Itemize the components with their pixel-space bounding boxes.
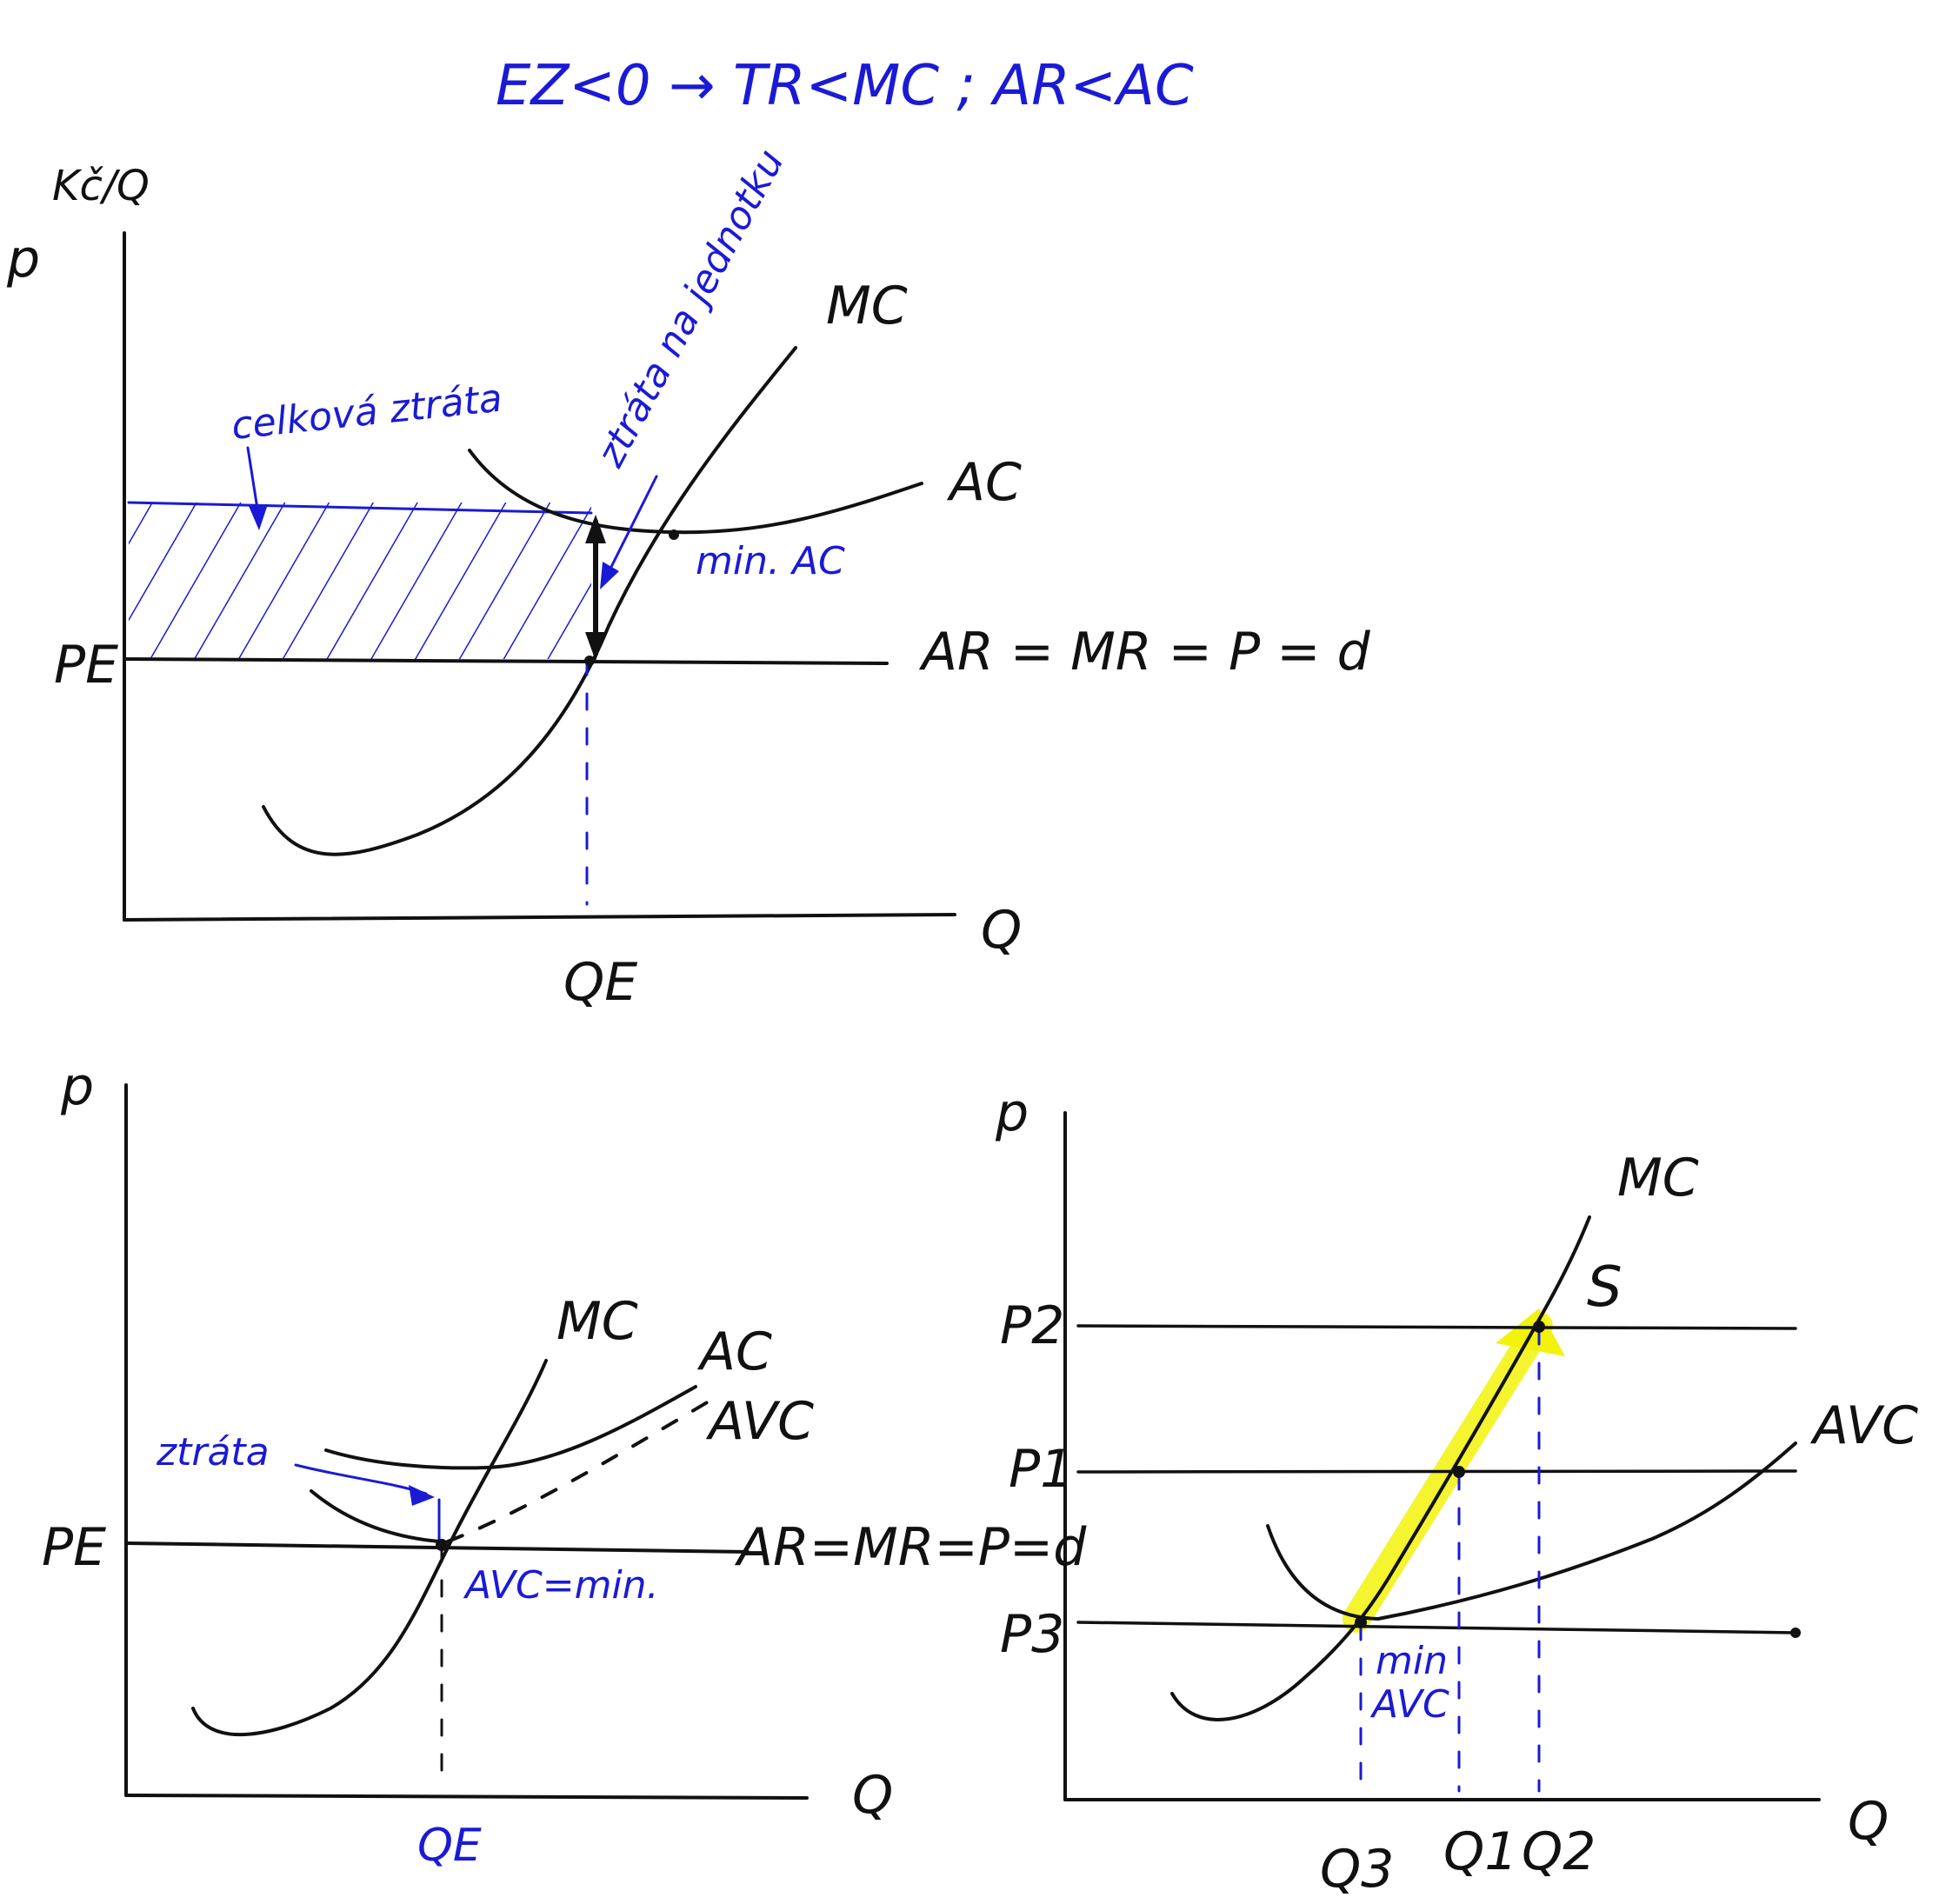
top-demand-line: [123, 657, 889, 665]
bl-mc-label: MC: [556, 1291, 638, 1352]
bottom-left-diagram: p Q MC AC AVC ztráta PE QE AR=MR=P=d AVC…: [42, 1056, 1087, 1872]
br-min-avc-point: [1355, 1616, 1367, 1628]
top-demand-label: AR = MR = P = d: [918, 622, 1371, 682]
br-x-axis-label: Q: [1848, 1791, 1889, 1852]
top-x-axis: [123, 913, 956, 922]
br-p3-line-end: [1790, 1628, 1801, 1638]
page-title: EZ<0 → TR<MC ; AR<AC: [496, 54, 1194, 118]
br-mc-label: MC: [1617, 1148, 1699, 1208]
top-y-axis-label: p: [6, 229, 40, 290]
top-unit-loss-arrowhead-down: [585, 632, 606, 661]
top-x-axis-label: Q: [981, 900, 1022, 961]
bl-avc-curve: [310, 1489, 441, 1543]
top-total-loss-label: celková ztráta: [230, 376, 504, 449]
top-quantity-label: QE: [563, 952, 637, 1013]
top-total-loss-pointer-head: [249, 504, 268, 530]
bl-mc-curve: [191, 1359, 548, 1737]
top-min-ac-label: min. AC: [696, 539, 845, 583]
bl-equilibrium-point: [436, 1539, 448, 1551]
br-p2-label: P2: [1000, 1295, 1064, 1356]
br-min-avc-label-line1: min: [1376, 1639, 1448, 1683]
bl-price-label: PE: [42, 1517, 106, 1578]
bl-ac-curve: [324, 1385, 697, 1470]
top-min-ac-point: [669, 529, 679, 540]
br-p3-line: [1076, 1621, 1797, 1634]
bl-loss-pointer: [294, 1463, 428, 1495]
bl-avc-label: AVC: [705, 1391, 814, 1452]
top-equilibrium-point: [584, 656, 595, 666]
br-supply-label: S: [1587, 1255, 1622, 1320]
bl-ac-label: AC: [696, 1321, 772, 1382]
top-mc-curve: [262, 346, 797, 856]
br-q2-point: [1533, 1321, 1545, 1333]
br-mc-curve: [1170, 1215, 1591, 1721]
br-q2-label: Q2: [1522, 1821, 1596, 1882]
bottom-right-diagram: p Q MC S AVC P2 P1 P3 Q3 Q1 Q2 min AVC: [995, 1082, 1918, 1900]
top-mc-label: MC: [826, 276, 908, 336]
br-p1-label: P1: [1009, 1439, 1073, 1500]
bl-x-axis-label: Q: [852, 1765, 893, 1826]
top-ac-label: AC: [946, 452, 1022, 513]
bl-avc-min-label: AVC=min.: [463, 1563, 659, 1608]
br-avc-curve: [1266, 1441, 1797, 1621]
br-q1-point: [1453, 1466, 1465, 1478]
bl-loss-label: ztráta: [156, 1430, 270, 1475]
top-unit-loss-arrowhead-up: [585, 515, 606, 543]
br-p2-line: [1076, 1324, 1797, 1330]
br-p1-line: [1076, 1469, 1797, 1474]
bl-loss-pointer-head: [409, 1485, 435, 1506]
br-y-axis-label: p: [995, 1082, 1029, 1143]
br-p3-label: P3: [1000, 1604, 1064, 1665]
top-unit-loss-pointer: [603, 475, 658, 583]
bl-avc-dashed: [446, 1400, 710, 1543]
br-q3-label: Q3: [1320, 1839, 1394, 1900]
top-y-axis-unit: Kč/Q: [52, 162, 150, 210]
bl-quantity-label: QE: [417, 1820, 482, 1872]
br-min-avc-label-line2: AVC: [1369, 1682, 1449, 1727]
total-loss-top-edge: [127, 501, 593, 515]
br-q1-label: Q1: [1443, 1821, 1517, 1882]
total-loss-area: [129, 503, 591, 659]
bl-demand-label: AR=MR=P=d: [734, 1517, 1087, 1578]
bl-y-axis-label: p: [60, 1056, 94, 1117]
top-unit-loss-label: ztráta na jednotku: [588, 143, 793, 476]
top-diagram: p Kč/Q Q MC AC PE QE AR = MR = P = d cel…: [6, 143, 1371, 1013]
top-price-label: PE: [54, 635, 118, 696]
top-unit-loss-pointer-head: [600, 562, 619, 589]
br-avc-label: AVC: [1809, 1395, 1918, 1456]
bl-x-axis: [124, 1794, 809, 1800]
